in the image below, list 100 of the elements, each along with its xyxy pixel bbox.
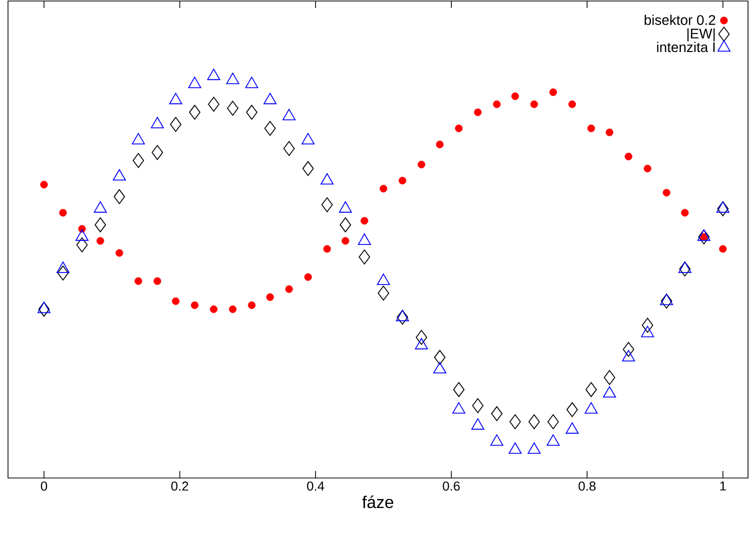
point (528, 414, 540, 430)
legend-label: bisektor 0.2 (644, 14, 716, 25)
point (511, 92, 519, 100)
point (152, 145, 164, 160)
point (189, 104, 200, 120)
point (40, 180, 48, 188)
legend-label: intenzita I (657, 42, 715, 52)
point (681, 208, 689, 217)
x-tick-label: 0.4 (307, 482, 324, 491)
point (471, 418, 484, 430)
point (452, 402, 466, 414)
x-tick-label: 0.8 (578, 482, 596, 491)
point (662, 188, 670, 196)
point (414, 338, 428, 350)
point (587, 124, 595, 132)
point (398, 176, 406, 184)
point (57, 266, 69, 280)
point (248, 301, 256, 309)
point (170, 116, 182, 132)
point (566, 422, 579, 434)
point (493, 100, 501, 108)
x-tick-label: 0 (40, 482, 48, 491)
point (568, 100, 576, 108)
point (717, 201, 729, 216)
point (418, 160, 426, 168)
point (509, 414, 521, 430)
point (246, 104, 258, 120)
point (624, 152, 632, 160)
point (660, 294, 674, 306)
point (340, 217, 352, 232)
point (56, 262, 70, 273)
point (546, 434, 560, 446)
point (622, 342, 634, 357)
point (228, 305, 237, 314)
point (644, 164, 652, 172)
point (530, 100, 538, 108)
point (416, 330, 428, 345)
x-tick-label: 1 (720, 482, 726, 490)
point (603, 386, 616, 398)
point (433, 362, 446, 374)
point (285, 285, 293, 293)
point (719, 245, 727, 253)
point (37, 302, 50, 314)
point (660, 294, 672, 309)
point (283, 141, 295, 156)
point (606, 128, 614, 136)
point (604, 370, 616, 385)
point (76, 237, 88, 252)
point (436, 140, 444, 148)
x-tick-label: 0.6 (442, 482, 460, 491)
point (264, 120, 276, 136)
point (38, 302, 50, 317)
point (434, 350, 446, 365)
point (321, 197, 333, 212)
point (622, 350, 636, 362)
point (396, 310, 409, 322)
point (266, 293, 274, 301)
point (585, 382, 597, 398)
point (227, 100, 238, 116)
point (396, 310, 408, 325)
point (642, 318, 654, 333)
point (549, 88, 557, 96)
x-axis-title: fáze (362, 496, 394, 508)
point (342, 237, 350, 245)
point (679, 262, 691, 276)
point (323, 245, 331, 253)
point (172, 297, 180, 305)
point (94, 217, 106, 232)
point (453, 382, 464, 398)
point (641, 326, 654, 338)
point (490, 434, 504, 446)
point (491, 406, 503, 422)
point (472, 398, 484, 414)
point (547, 414, 559, 430)
point (584, 402, 598, 414)
point (114, 189, 126, 204)
legend-label: |EW| (687, 28, 715, 42)
point (134, 277, 142, 285)
point (302, 161, 314, 176)
point (455, 124, 463, 132)
point (116, 249, 124, 257)
point (698, 229, 710, 244)
point (566, 402, 578, 418)
point (59, 208, 67, 217)
point (96, 237, 104, 245)
point (380, 184, 388, 192)
x-tick-label: 0.2 (171, 482, 188, 491)
point (210, 305, 218, 314)
point (378, 286, 390, 301)
point (358, 250, 370, 264)
point (528, 442, 541, 454)
point (304, 273, 312, 281)
point (132, 153, 144, 168)
point (376, 274, 390, 286)
point (190, 301, 199, 309)
point (154, 277, 162, 285)
point (208, 96, 220, 112)
point (678, 262, 692, 273)
point (360, 216, 368, 225)
point (474, 108, 482, 116)
